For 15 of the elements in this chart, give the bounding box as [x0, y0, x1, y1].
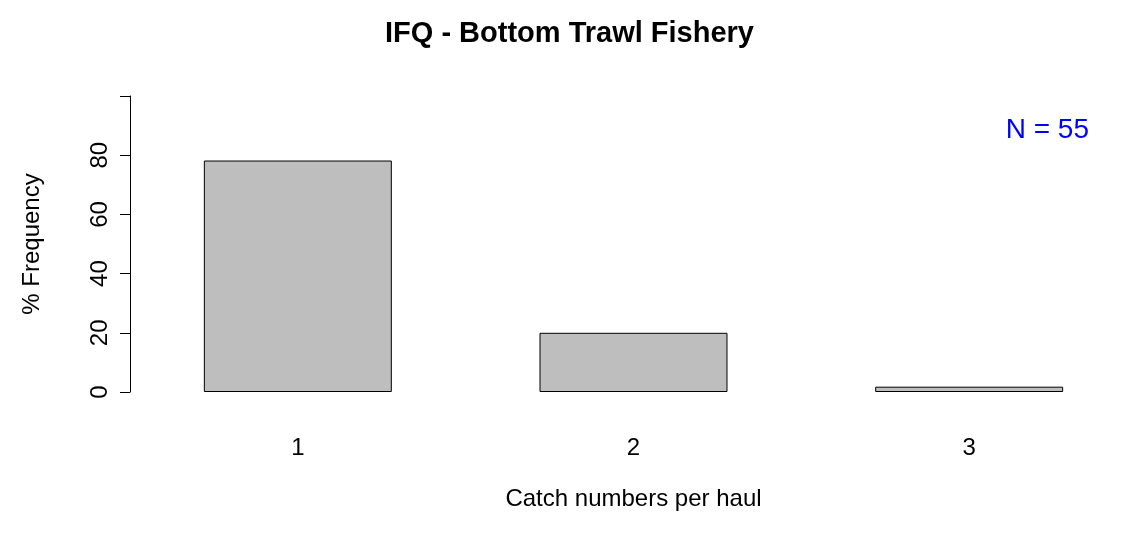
bar [539, 332, 728, 392]
x-tick-label: 3 [962, 432, 976, 460]
y-tick-label: 20 [84, 319, 112, 347]
y-tick-label: 40 [84, 260, 112, 287]
bar [875, 386, 1064, 392]
x-tick-label: 1 [291, 432, 305, 460]
annotation: N = 55 [1005, 112, 1090, 144]
y-axis-title: % Frequency [16, 173, 44, 315]
y-tick-label: 60 [84, 201, 112, 228]
chart-title: IFQ - Bottom Trawl Fishery [385, 15, 754, 48]
x-axis-title: Catch numbers per haul [505, 483, 762, 511]
x-tick-label: 2 [626, 432, 641, 460]
bar [203, 160, 392, 392]
y-tick-label: 80 [84, 141, 112, 169]
y-tick-label: 0 [84, 385, 112, 399]
